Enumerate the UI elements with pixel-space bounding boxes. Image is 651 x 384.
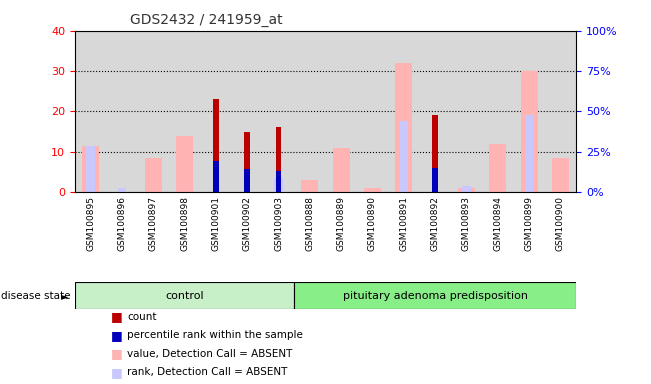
Text: GSM100899: GSM100899 bbox=[525, 197, 534, 252]
Bar bbox=[145, 158, 162, 192]
Text: pituitary adenoma predisposition: pituitary adenoma predisposition bbox=[342, 291, 528, 301]
Bar bbox=[118, 188, 126, 192]
Bar bbox=[213, 99, 219, 192]
Text: GSM100897: GSM100897 bbox=[148, 197, 158, 252]
Bar bbox=[301, 180, 318, 192]
Bar bbox=[400, 121, 408, 192]
Bar bbox=[525, 115, 533, 192]
Text: ■: ■ bbox=[111, 310, 122, 323]
Bar bbox=[489, 144, 506, 192]
Bar bbox=[274, 178, 283, 192]
Text: ■: ■ bbox=[111, 366, 122, 379]
Text: disease state: disease state bbox=[1, 291, 70, 301]
Bar bbox=[244, 131, 250, 192]
Text: ►: ► bbox=[61, 291, 68, 301]
Text: GSM100893: GSM100893 bbox=[462, 197, 471, 252]
Text: count: count bbox=[127, 312, 156, 322]
Text: GSM100900: GSM100900 bbox=[556, 197, 565, 252]
Text: GSM100889: GSM100889 bbox=[337, 197, 346, 252]
Bar bbox=[432, 168, 438, 192]
Bar bbox=[276, 127, 281, 192]
Text: ■: ■ bbox=[111, 347, 122, 360]
Text: GSM100895: GSM100895 bbox=[86, 197, 95, 252]
Bar bbox=[244, 169, 250, 192]
Bar bbox=[82, 146, 99, 192]
Text: GSM100894: GSM100894 bbox=[493, 197, 503, 251]
Text: GSM100903: GSM100903 bbox=[274, 197, 283, 252]
Text: value, Detection Call = ABSENT: value, Detection Call = ABSENT bbox=[127, 349, 292, 359]
Bar bbox=[395, 63, 413, 192]
Text: percentile rank within the sample: percentile rank within the sample bbox=[127, 330, 303, 340]
Bar bbox=[86, 146, 95, 192]
Text: GSM100896: GSM100896 bbox=[117, 197, 126, 252]
Bar bbox=[176, 136, 193, 192]
Text: GSM100891: GSM100891 bbox=[399, 197, 408, 252]
Text: GSM100902: GSM100902 bbox=[243, 197, 252, 251]
Bar bbox=[294, 282, 576, 309]
Bar bbox=[432, 115, 438, 192]
Bar bbox=[364, 188, 381, 192]
Bar bbox=[333, 148, 350, 192]
Bar bbox=[552, 158, 569, 192]
Bar bbox=[75, 282, 294, 309]
Text: rank, Detection Call = ABSENT: rank, Detection Call = ABSENT bbox=[127, 367, 287, 377]
Bar bbox=[276, 171, 281, 192]
Text: GDS2432 / 241959_at: GDS2432 / 241959_at bbox=[130, 13, 283, 27]
Text: ■: ■ bbox=[111, 329, 122, 342]
Bar bbox=[462, 186, 471, 192]
Text: GSM100892: GSM100892 bbox=[431, 197, 439, 251]
Text: GSM100890: GSM100890 bbox=[368, 197, 377, 252]
Text: GSM100898: GSM100898 bbox=[180, 197, 189, 252]
Bar bbox=[458, 188, 475, 192]
Text: GSM100888: GSM100888 bbox=[305, 197, 314, 252]
Text: control: control bbox=[165, 291, 204, 301]
Bar bbox=[213, 161, 219, 192]
Text: GSM100901: GSM100901 bbox=[212, 197, 220, 252]
Bar bbox=[521, 71, 538, 192]
